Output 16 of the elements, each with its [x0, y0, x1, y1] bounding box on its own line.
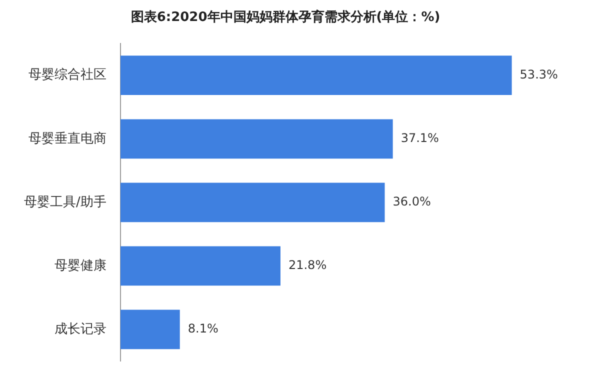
bar	[120, 182, 385, 222]
data-label: 53.3%	[520, 67, 558, 82]
y-tick-label: 母婴综合社区	[28, 68, 106, 83]
bar	[120, 119, 393, 159]
chart-title: 图表6:2020年中国妈妈群体孕育需求分析(单位：%)	[130, 9, 440, 26]
y-tick-label: 母婴垂直电商	[28, 131, 106, 146]
data-label: 21.8%	[288, 258, 327, 272]
bar	[120, 56, 512, 96]
data-label: 37.1%	[400, 131, 439, 146]
y-tick-label: 成长记录	[54, 322, 106, 337]
data-label: 36.0%	[392, 194, 431, 209]
bar	[120, 310, 180, 350]
bar	[120, 246, 280, 286]
data-label: 8.1%	[188, 322, 218, 336]
y-tick-label: 母婴健康	[54, 258, 106, 274]
y-tick-label: 母婴工具/助手	[24, 194, 106, 210]
